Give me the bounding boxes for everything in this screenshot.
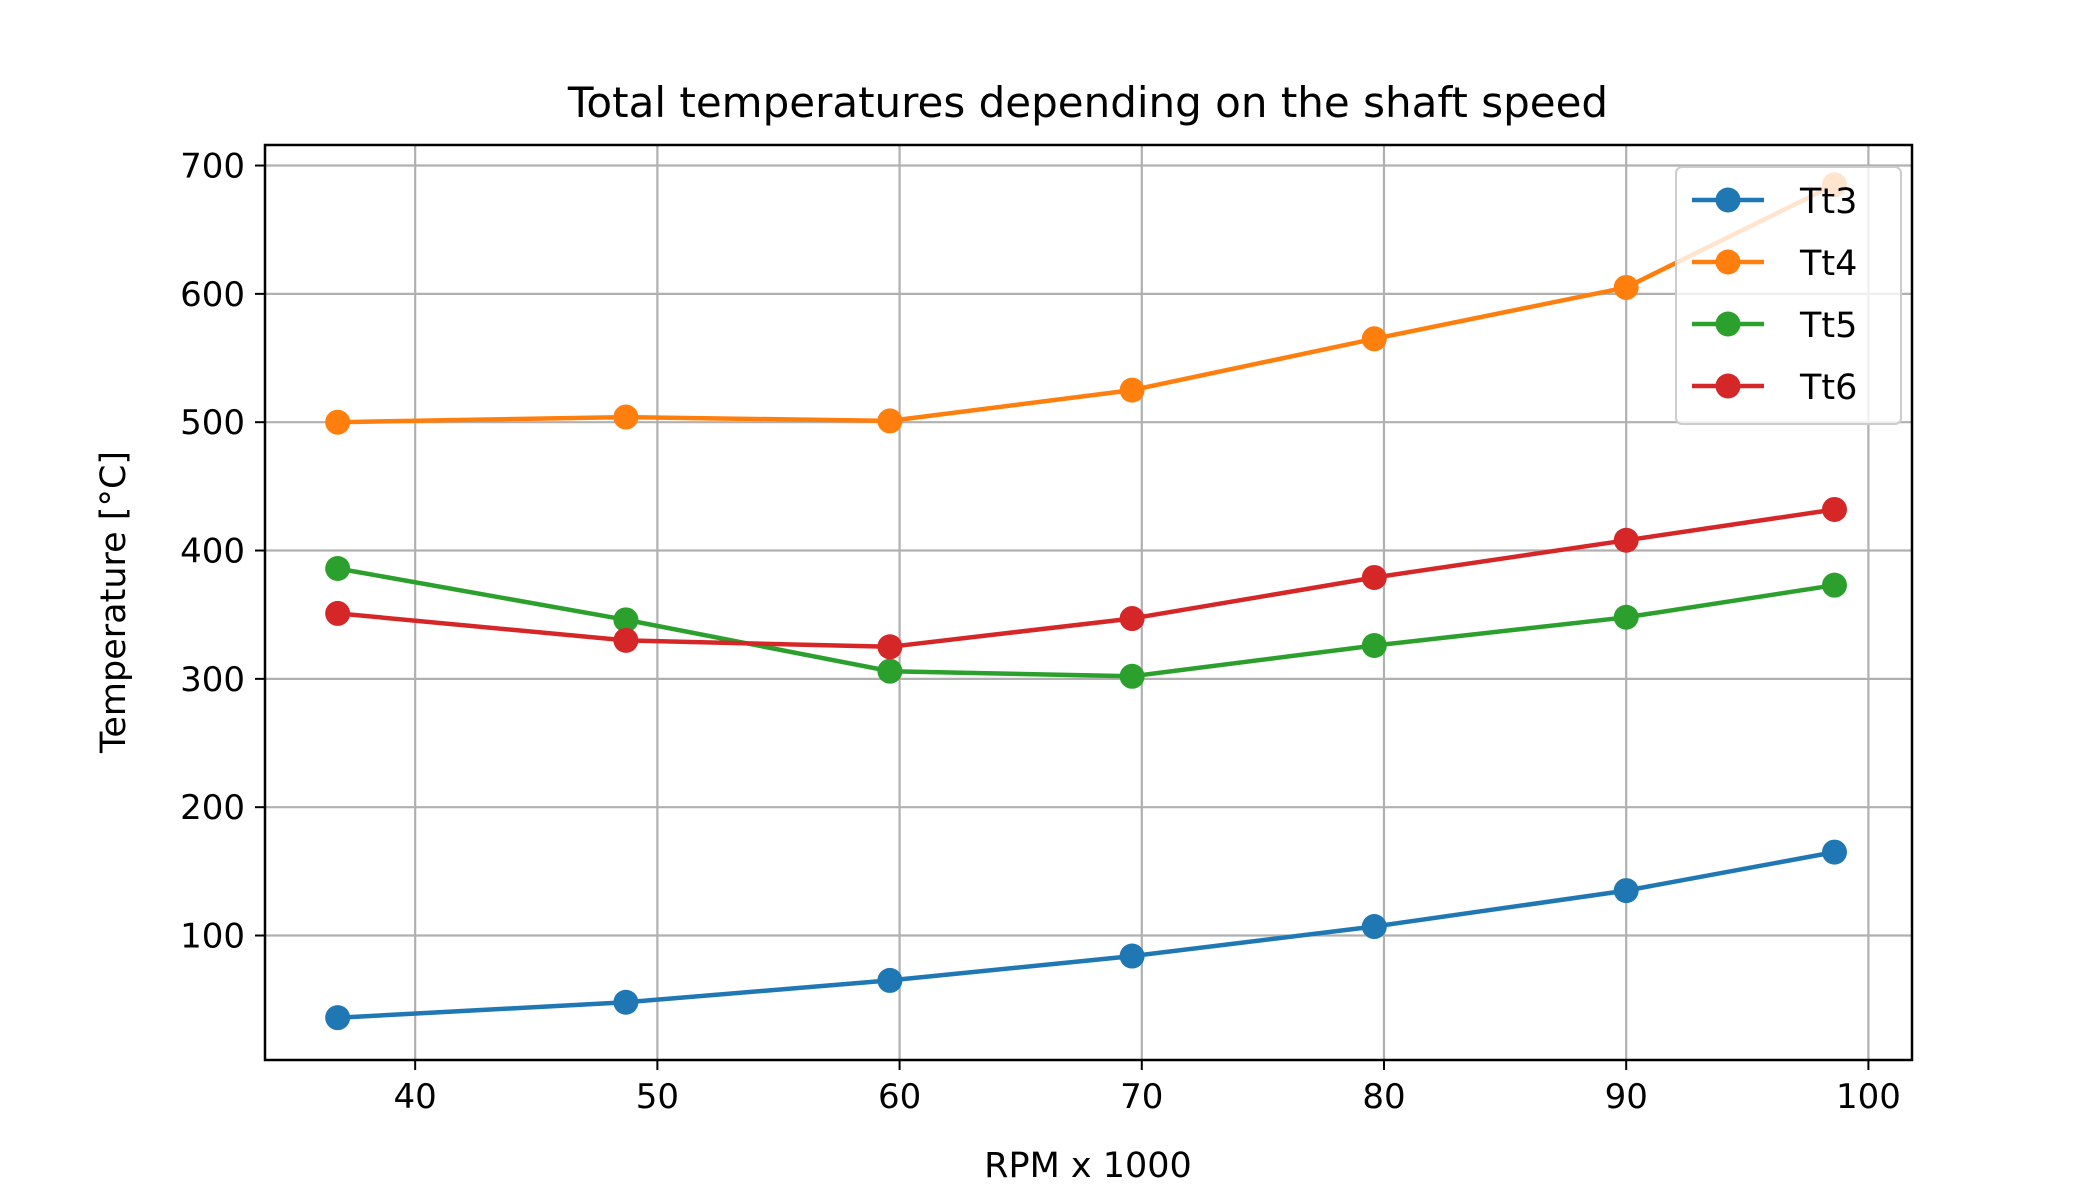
- data-point-tt3: [1361, 914, 1387, 940]
- series-tt6: [325, 496, 1847, 660]
- data-point-tt5: [1119, 663, 1145, 689]
- y-tick-label: 100: [180, 917, 245, 957]
- data-point-tt5: [1361, 632, 1387, 658]
- data-point-tt6: [1119, 606, 1145, 632]
- legend-label-tt3: Tt3: [1799, 182, 1857, 222]
- y-tick-label: 500: [180, 403, 245, 443]
- y-tick-label: 200: [180, 788, 245, 828]
- plot-frame: [263, 143, 1914, 1062]
- y-tick-label: 300: [180, 660, 245, 700]
- x-axis-ticks: 40 50 60 70 80 90 100: [394, 1060, 1901, 1117]
- data-point-tt3: [1119, 943, 1145, 969]
- data-point-tt5: [1613, 604, 1639, 630]
- legend-marker-tt3: [1715, 187, 1741, 213]
- chart-title: Total temperatures depending on the shaf…: [567, 78, 1608, 127]
- y-axis-ticks: 100 200 300 400 500 600 700: [180, 147, 265, 957]
- plot-area: [265, 145, 1912, 1060]
- data-point-tt3: [1613, 878, 1639, 904]
- y-axis-title: Temperature [°C]: [94, 451, 134, 754]
- data-point-tt6: [613, 627, 639, 653]
- data-point-tt5: [877, 658, 903, 684]
- data-point-tt3: [877, 967, 903, 993]
- legend-box: [1675, 166, 1902, 425]
- x-tick-label: 80: [1362, 1077, 1405, 1117]
- y-tick-label: 700: [180, 147, 245, 187]
- x-tick-label: 50: [636, 1077, 679, 1117]
- legend-marker-tt4: [1715, 249, 1741, 275]
- data-point-tt3: [613, 989, 639, 1015]
- data-point-tt4: [1613, 274, 1639, 300]
- data-point-tt6: [877, 634, 903, 660]
- data-point-tt4: [877, 408, 903, 434]
- data-point-tt4: [325, 409, 351, 435]
- x-tick-label: 100: [1836, 1077, 1901, 1117]
- data-point-tt6: [1613, 527, 1639, 553]
- x-tick-label: 70: [1120, 1077, 1163, 1117]
- x-tick-label: 60: [878, 1077, 921, 1117]
- data-point-tt3: [325, 1005, 351, 1031]
- data-point-tt3: [1821, 839, 1847, 865]
- series-group: [325, 172, 1847, 1031]
- series-tt3: [325, 839, 1847, 1031]
- legend: Tt3 Tt4 Tt5 Tt6: [1675, 166, 1902, 425]
- data-point-tt5: [325, 555, 351, 581]
- grid: [265, 145, 1912, 1060]
- legend-marker-tt5: [1715, 311, 1741, 337]
- data-point-tt4: [613, 404, 639, 430]
- y-tick-label: 400: [180, 532, 245, 572]
- data-point-tt4: [1119, 377, 1145, 403]
- data-point-tt6: [1361, 564, 1387, 590]
- data-point-tt6: [1821, 496, 1847, 522]
- data-point-tt5: [1821, 572, 1847, 598]
- data-point-tt5: [613, 607, 639, 633]
- legend-label-tt6: Tt6: [1799, 368, 1857, 408]
- legend-marker-tt6: [1715, 373, 1741, 399]
- series-tt5: [325, 555, 1847, 689]
- x-tick-label: 90: [1605, 1077, 1648, 1117]
- x-axis-title: RPM x 1000: [984, 1146, 1192, 1186]
- data-point-tt4: [1361, 326, 1387, 352]
- legend-label-tt4: Tt4: [1799, 244, 1857, 284]
- y-tick-label: 600: [180, 275, 245, 315]
- x-tick-label: 40: [394, 1077, 437, 1117]
- data-point-tt6: [325, 600, 351, 626]
- legend-label-tt5: Tt5: [1799, 306, 1857, 346]
